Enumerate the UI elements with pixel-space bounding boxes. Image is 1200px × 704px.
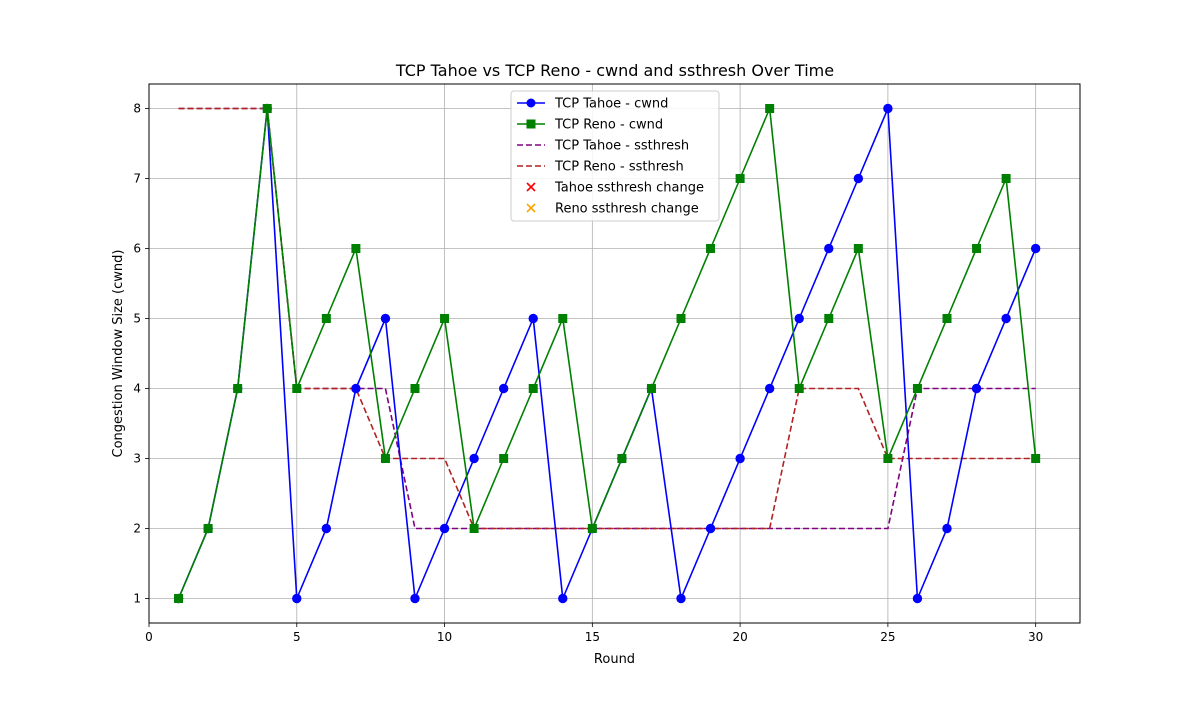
tcp-reno-cwnd-point (617, 454, 627, 463)
legend-label: Tahoe ssthresh change (554, 181, 704, 196)
tcp-reno-cwnd-point (440, 314, 450, 323)
tcp-tahoe-cwnd-point (705, 523, 716, 534)
tcp-tahoe-cwnd-point (824, 243, 834, 254)
tcp-reno-cwnd-line (177, 108, 1037, 599)
tcp-tahoe-cwnd-point (498, 383, 509, 394)
tcp-tahoe-cwnd-point (942, 523, 952, 534)
tcp-reno-cwnd-point (528, 384, 538, 393)
tcp-reno-cwnd-point (499, 454, 509, 463)
x-tick-label: 30 (1028, 630, 1043, 644)
y-tick-label: 8 (133, 102, 141, 116)
y-tick-label: 2 (133, 522, 141, 536)
tcp-reno-cwnd-point (1031, 454, 1041, 463)
tcp-tahoe-cwnd-point (912, 593, 923, 604)
legend-swatch-marker (526, 182, 536, 192)
legend-entry: TCP Tahoe - ssthresh (517, 139, 689, 154)
tcp-tahoe-cwnd-point (558, 593, 568, 604)
tcp-tahoe-cwnd-point (764, 383, 775, 394)
tcp-reno-cwnd-point (292, 384, 302, 393)
tcp-tahoe-cwnd-point (351, 383, 361, 394)
tcp-tahoe-cwnd-point (794, 313, 804, 324)
cwnd-series (177, 108, 1037, 602)
legend: TCP Tahoe - cwnd TCP Reno - cwnd TCP Tahoe… (510, 90, 720, 222)
legend-box (510, 90, 720, 222)
tcp-tahoe-cwnd-point (410, 593, 420, 604)
x-tick-label: 5 (293, 630, 301, 644)
tcp-tahoe-cwnd-point (883, 103, 893, 114)
legend-entry: TCP Tahoe - cwnd (517, 97, 668, 112)
tcp-reno-cwnd-point (676, 314, 686, 323)
legend-label: TCP Tahoe - ssthresh (554, 139, 689, 154)
x-axis-label: Round (594, 652, 635, 667)
tcp-reno-cwnd-point (203, 524, 213, 533)
tcp-reno-cwnd-point (1001, 174, 1011, 183)
legend-swatch-marker (526, 119, 536, 129)
axes: 0 5 10 15 20 25 30 1 2 3 4 5 6 7 8 (133, 102, 1043, 645)
tcp-reno-cwnd-point (262, 104, 272, 113)
x-tick-label: 10 (437, 630, 452, 644)
x-tick-label: 25 (880, 630, 895, 644)
tcp-tahoe-cwnd-point (528, 313, 538, 324)
ssthresh-series (178, 107, 1036, 530)
tcp-reno-cwnd-point (233, 384, 243, 393)
tcp-reno-cwnd-point (735, 174, 745, 183)
tcp-reno-cwnd-point (558, 314, 568, 323)
y-tick-label: 7 (133, 172, 141, 186)
plot-frame (148, 83, 1081, 624)
tcp-tahoe-cwnd-point (439, 523, 450, 534)
tcp-tahoe-cwnd-point (676, 593, 686, 604)
y-tick-label: 3 (133, 452, 141, 466)
y-tick-label: 1 (133, 592, 141, 606)
legend-label: Reno ssthresh change (555, 202, 699, 217)
x-tick-label: 20 (732, 630, 747, 644)
tcp-reno-cwnd-point (706, 244, 716, 253)
legend-swatch-marker (526, 98, 536, 108)
legend-label: TCP Reno - ssthresh (554, 160, 684, 175)
tcp-reno-cwnd-point (174, 594, 184, 603)
tcp-reno-cwnd-point (794, 384, 804, 393)
x-tick-label: 0 (145, 630, 153, 644)
tcp-tahoe-cwnd-point (469, 453, 479, 464)
data-markers (173, 103, 1041, 604)
chart-title: TCP Tahoe vs TCP Reno - cwnd and ssthres… (395, 61, 834, 80)
tcp-reno-cwnd-point (469, 524, 479, 533)
tcp-tahoe-cwnd-point (853, 173, 864, 184)
tcp-tahoe-cwnd-point (1030, 243, 1041, 254)
y-tick-label: 5 (133, 312, 141, 326)
tcp-reno-ssthresh-line (178, 107, 1036, 530)
tcp-tahoe-cwnd-point (735, 453, 745, 464)
y-tick-label: 6 (133, 242, 141, 256)
legend-label: TCP Reno - cwnd (554, 118, 663, 133)
legend-swatch-marker (526, 203, 536, 213)
y-tick-label: 4 (133, 382, 141, 396)
tcp-reno-cwnd-point (646, 384, 656, 393)
tcp-reno-cwnd-point (587, 524, 597, 533)
tcp-reno-cwnd-point (765, 104, 775, 113)
tcp-tahoe-cwnd-point (971, 383, 982, 394)
legend-entry: Tahoe ssthresh change (526, 181, 704, 196)
tcp-reno-cwnd-point (883, 454, 893, 463)
tcp-reno-cwnd-point (410, 384, 420, 393)
tcp-reno-cwnd-point (351, 244, 361, 253)
tcp-tahoe-cwnd-point (321, 523, 332, 534)
tcp-reno-cwnd-point (824, 314, 834, 323)
tcp-reno-cwnd-point (912, 384, 922, 393)
legend-entry: TCP Reno - cwnd (517, 118, 663, 133)
y-axis-label: Congestion Window Size (cwnd) (111, 250, 126, 458)
legend-entry: Reno ssthresh change (526, 202, 699, 217)
tcp-tahoe-ssthresh-line (178, 107, 1036, 530)
tcp-reno-cwnd-point (942, 314, 952, 323)
tcp-reno-cwnd-point (972, 244, 982, 253)
tcp-reno-cwnd-point (380, 454, 390, 463)
legend-entry: TCP Reno - ssthresh (517, 160, 684, 175)
tcp-tahoe-cwnd-point (292, 593, 302, 604)
tcp-reno-cwnd-point (853, 244, 863, 253)
x-tick-label: 15 (585, 630, 600, 644)
tcp-tahoe-cwnd-point (380, 313, 391, 324)
legend-label: TCP Tahoe - cwnd (554, 97, 668, 112)
tcp-reno-cwnd-point (321, 314, 331, 323)
tcp-tahoe-cwnd-point (1001, 313, 1011, 324)
